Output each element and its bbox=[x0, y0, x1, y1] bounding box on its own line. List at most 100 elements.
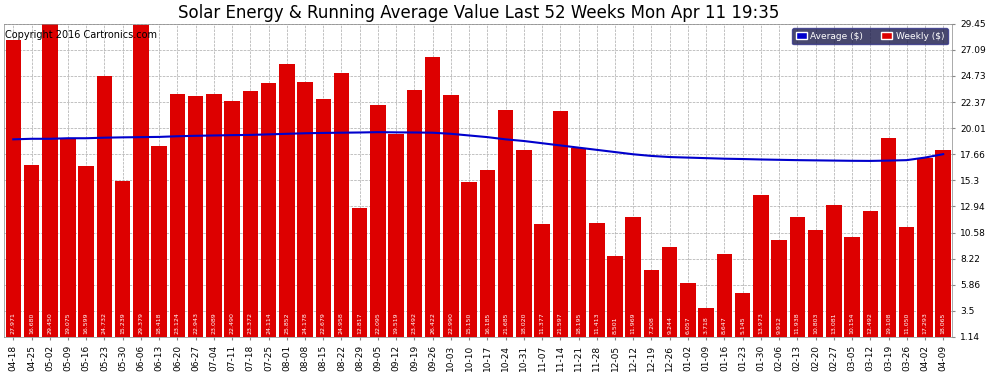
Text: 6.057: 6.057 bbox=[685, 316, 690, 334]
Bar bbox=[370, 105, 386, 350]
Bar bbox=[479, 171, 495, 350]
Bar bbox=[917, 158, 933, 350]
Bar bbox=[316, 99, 331, 350]
Bar bbox=[297, 82, 313, 350]
Text: 10.154: 10.154 bbox=[849, 312, 854, 334]
Text: 3.718: 3.718 bbox=[704, 316, 709, 334]
Bar bbox=[225, 101, 240, 350]
Text: 16.599: 16.599 bbox=[84, 312, 89, 334]
Bar bbox=[771, 240, 787, 350]
Bar bbox=[717, 254, 733, 350]
Bar bbox=[862, 211, 878, 350]
Text: 8.501: 8.501 bbox=[613, 316, 618, 334]
Bar bbox=[60, 138, 75, 350]
Text: 23.372: 23.372 bbox=[248, 312, 252, 334]
Text: Copyright 2016 Cartronics.com: Copyright 2016 Cartronics.com bbox=[5, 30, 157, 40]
Text: 29.379: 29.379 bbox=[139, 312, 144, 334]
Text: 11.938: 11.938 bbox=[795, 312, 800, 334]
Bar bbox=[607, 255, 623, 350]
Bar bbox=[844, 237, 859, 350]
Text: 22.095: 22.095 bbox=[375, 312, 380, 334]
Bar bbox=[516, 150, 532, 350]
Text: 19.519: 19.519 bbox=[394, 312, 399, 334]
Bar bbox=[461, 182, 477, 350]
Text: 13.081: 13.081 bbox=[832, 312, 837, 334]
Bar bbox=[698, 308, 714, 350]
Bar bbox=[644, 270, 659, 350]
Text: 22.943: 22.943 bbox=[193, 312, 198, 334]
Bar bbox=[790, 217, 805, 350]
Text: 8.647: 8.647 bbox=[722, 316, 727, 334]
Text: 22.490: 22.490 bbox=[230, 312, 235, 334]
Text: 18.418: 18.418 bbox=[156, 312, 161, 334]
Bar bbox=[97, 76, 112, 350]
Bar bbox=[899, 227, 915, 350]
Bar bbox=[425, 57, 441, 350]
Bar bbox=[169, 94, 185, 350]
Bar bbox=[753, 195, 768, 350]
Bar bbox=[206, 94, 222, 350]
Text: 9.912: 9.912 bbox=[776, 316, 781, 334]
Bar bbox=[881, 138, 896, 350]
Bar bbox=[626, 217, 641, 350]
Bar bbox=[826, 205, 842, 350]
Bar bbox=[352, 208, 367, 350]
Bar bbox=[42, 24, 57, 350]
Text: 25.852: 25.852 bbox=[284, 312, 289, 334]
Text: 26.422: 26.422 bbox=[431, 312, 436, 334]
Text: 16.185: 16.185 bbox=[485, 312, 490, 334]
Bar bbox=[552, 111, 568, 350]
Text: 13.973: 13.973 bbox=[758, 312, 763, 334]
Text: 21.685: 21.685 bbox=[503, 312, 508, 334]
Bar bbox=[808, 230, 824, 350]
Text: 10.803: 10.803 bbox=[813, 312, 818, 334]
Bar bbox=[151, 146, 167, 350]
Bar bbox=[188, 96, 203, 350]
Text: 19.108: 19.108 bbox=[886, 312, 891, 334]
Bar bbox=[134, 24, 148, 350]
Text: 24.178: 24.178 bbox=[303, 312, 308, 334]
Text: 5.145: 5.145 bbox=[741, 316, 745, 334]
Bar bbox=[388, 134, 404, 350]
Bar bbox=[498, 110, 514, 350]
Bar bbox=[243, 91, 258, 350]
Bar bbox=[6, 40, 21, 350]
Text: 11.050: 11.050 bbox=[904, 312, 909, 334]
Text: 24.732: 24.732 bbox=[102, 312, 107, 334]
Text: 19.075: 19.075 bbox=[65, 312, 70, 334]
Bar bbox=[571, 148, 586, 350]
Text: 11.969: 11.969 bbox=[631, 312, 636, 334]
Text: 18.195: 18.195 bbox=[576, 312, 581, 334]
Text: 7.208: 7.208 bbox=[649, 316, 654, 334]
Bar bbox=[444, 95, 458, 350]
Text: 27.971: 27.971 bbox=[11, 312, 16, 334]
Bar bbox=[589, 223, 605, 350]
Text: 22.679: 22.679 bbox=[321, 312, 326, 334]
Text: 18.065: 18.065 bbox=[940, 312, 945, 334]
Text: 24.958: 24.958 bbox=[339, 312, 344, 334]
Bar bbox=[24, 165, 40, 350]
Bar bbox=[680, 282, 696, 350]
Bar bbox=[407, 90, 422, 350]
Text: 23.089: 23.089 bbox=[211, 312, 217, 334]
Bar bbox=[115, 181, 131, 350]
Legend: Average ($), Weekly ($): Average ($), Weekly ($) bbox=[792, 28, 947, 45]
Bar bbox=[535, 224, 549, 350]
Text: 12.817: 12.817 bbox=[357, 312, 362, 334]
Text: 17.293: 17.293 bbox=[923, 312, 928, 334]
Text: 11.377: 11.377 bbox=[540, 312, 545, 334]
Text: 21.597: 21.597 bbox=[557, 312, 562, 334]
Bar bbox=[334, 74, 349, 350]
Bar bbox=[662, 247, 677, 350]
Bar bbox=[936, 150, 951, 350]
Text: 11.413: 11.413 bbox=[594, 312, 599, 334]
Text: 23.492: 23.492 bbox=[412, 312, 417, 334]
Text: 16.680: 16.680 bbox=[29, 312, 34, 334]
Text: 23.124: 23.124 bbox=[175, 312, 180, 334]
Text: 9.244: 9.244 bbox=[667, 316, 672, 334]
Text: 18.020: 18.020 bbox=[522, 312, 527, 334]
Bar bbox=[735, 292, 750, 350]
Bar bbox=[78, 166, 94, 350]
Text: 15.150: 15.150 bbox=[466, 312, 471, 334]
Text: 15.239: 15.239 bbox=[120, 312, 125, 334]
